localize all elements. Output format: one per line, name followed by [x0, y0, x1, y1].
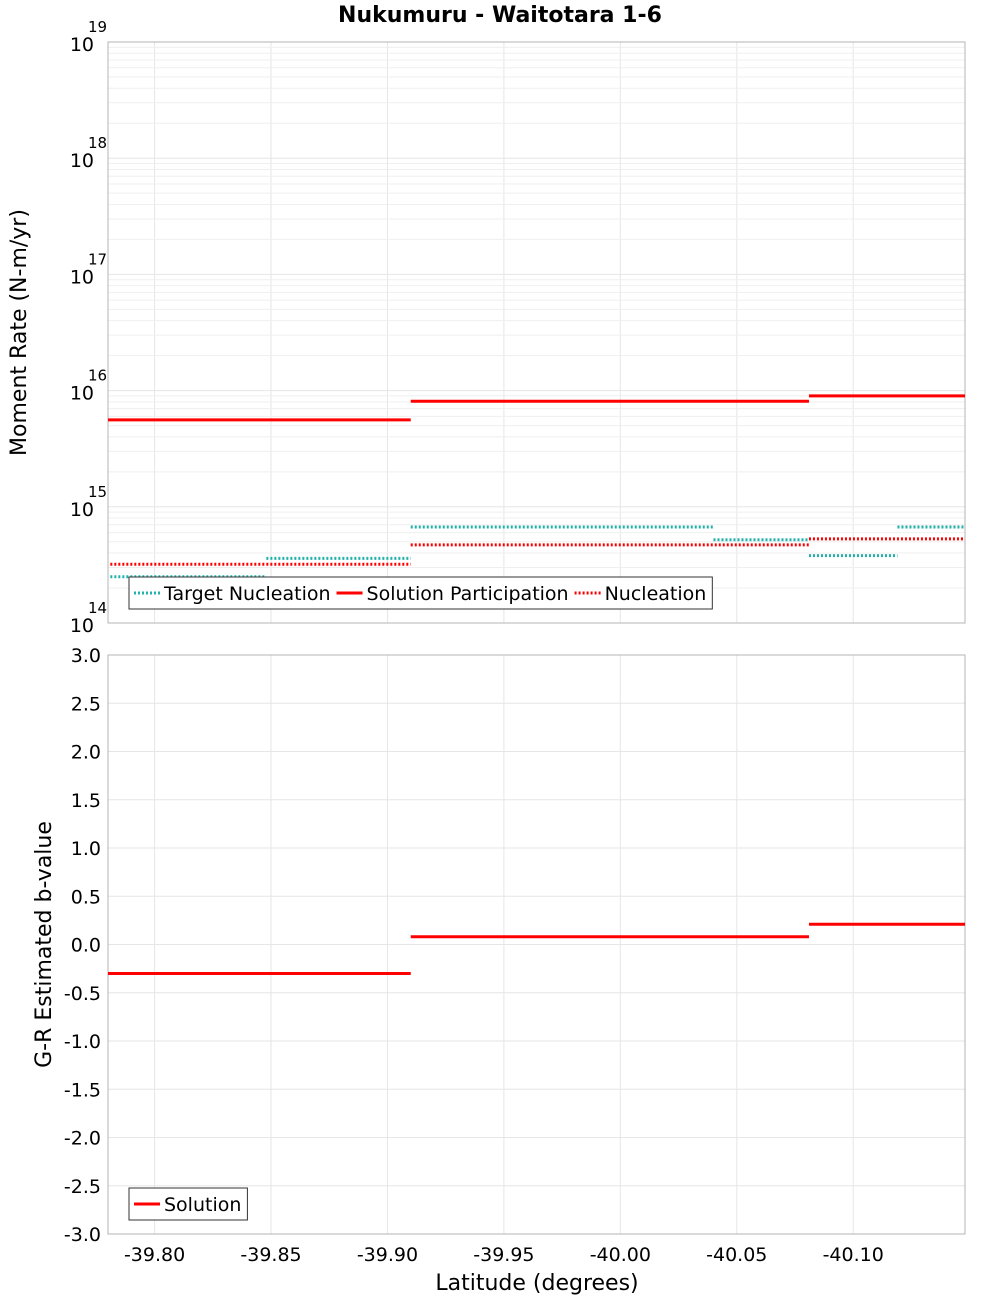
legend-box	[128, 576, 713, 610]
x-tick-label: -40.00	[590, 1244, 651, 1266]
legend-label: Target Nucleation	[163, 583, 331, 605]
b-value-panel: -3.0 -2.5 -2.0 -1.5 -1.0 -0.5 0.0 0.5 1.0 1.5 2.0 2…	[32, 645, 966, 1246]
grid	[108, 654, 965, 1235]
y-tick-label: 10	[70, 266, 94, 288]
x-tick-label: -40.05	[706, 1244, 767, 1266]
y-tick-label: -0.5	[64, 983, 101, 1005]
plot-frame	[107, 41, 966, 624]
y-tick-label: 0.0	[71, 935, 101, 957]
y-tick-label: -2.5	[64, 1176, 101, 1198]
legend-label: Nucleation	[605, 583, 707, 605]
legend: Solution	[128, 1187, 248, 1221]
y-tick-label: 10	[70, 383, 94, 405]
x-tick-label: -39.90	[357, 1244, 418, 1266]
x-axis: -39.80 -39.85 -39.90 -39.95 -40.00 -40.05 -40.…	[124, 1244, 884, 1266]
y-tick-label: 2.5	[71, 693, 101, 715]
series-solution	[108, 922, 965, 975]
y-tick-label: 10	[70, 34, 94, 56]
x-axis-title: Latitude (degrees)	[435, 1271, 638, 1296]
series-solution-participation	[108, 394, 965, 422]
y-tick-exponent: 14	[88, 599, 107, 617]
y-tick-label: -2.0	[64, 1128, 101, 1150]
y-tick-label: 1.0	[71, 838, 101, 860]
y-tick-label: 10	[70, 499, 94, 521]
y-tick-label: 10	[70, 150, 94, 172]
legend: Target Nucleation Solution Participation N…	[128, 576, 713, 610]
y-tick-exponent: 19	[88, 18, 107, 36]
y-axis-title: G-R Estimated b-value	[32, 821, 57, 1068]
y-tick-label: -1.5	[64, 1079, 101, 1101]
y-tick-label: -1.0	[64, 1031, 101, 1053]
y-tick-exponent: 16	[88, 367, 107, 385]
y-tick-label: 10	[70, 615, 94, 637]
y-tick-label: 1.5	[71, 790, 101, 812]
grid	[108, 41, 965, 624]
chart-title: Nukumuru - Waitotara 1-6	[338, 3, 662, 28]
y-tick-label: 2.0	[71, 742, 101, 764]
y-tick-label: 3.0	[71, 645, 101, 667]
x-tick-label: -39.80	[124, 1244, 185, 1266]
y-tick-exponent: 18	[88, 134, 107, 152]
x-tick-label: -39.85	[240, 1244, 301, 1266]
y-tick-label: 0.5	[71, 886, 101, 908]
plot-frame	[107, 654, 966, 1235]
x-tick-label: -40.10	[823, 1244, 884, 1266]
y-axis-title: Moment Rate (N-m/yr)	[7, 209, 32, 456]
y-tick-exponent: 15	[88, 483, 107, 501]
x-tick-label: -39.95	[473, 1244, 534, 1266]
legend-label: Solution Participation	[367, 583, 569, 605]
series-target-nucleation	[110, 525, 965, 579]
y-tick-exponent: 17	[88, 250, 107, 268]
legend-label: Solution	[164, 1194, 241, 1216]
y-tick-label: -3.0	[64, 1224, 101, 1246]
series-nucleation	[110, 537, 965, 566]
